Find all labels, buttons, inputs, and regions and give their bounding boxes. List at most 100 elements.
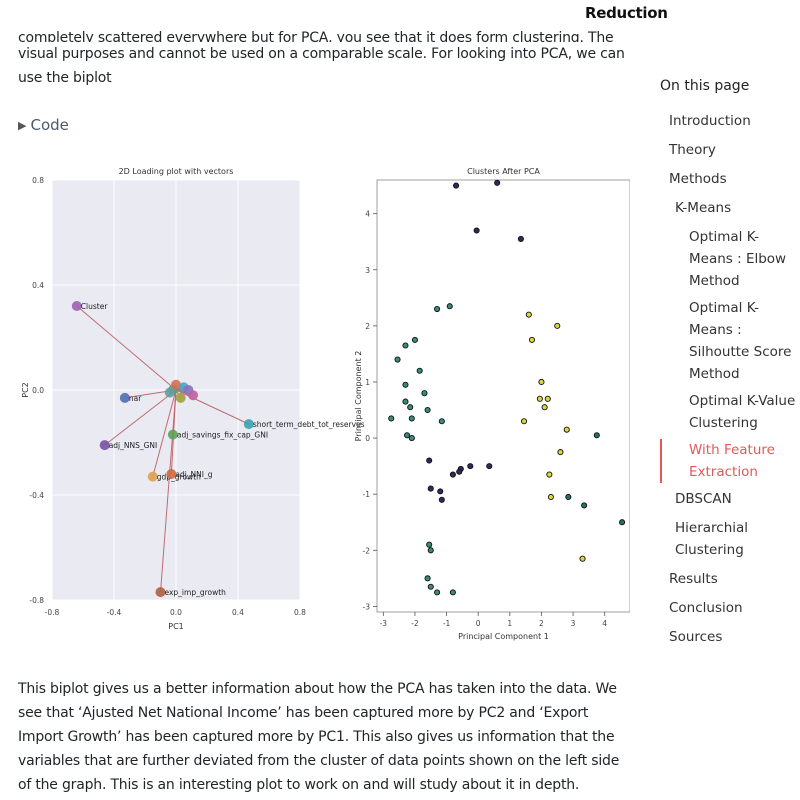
- code-toggle[interactable]: ▶ Code: [18, 116, 69, 134]
- x-tick-label: 0: [476, 619, 481, 628]
- triangle-right-icon: ▶: [18, 119, 27, 132]
- analysis-paragraph: This biplot gives us a better informatio…: [18, 681, 620, 793]
- x-tick-label: 0.4: [232, 608, 244, 617]
- cluster-point: [546, 471, 553, 478]
- cluster-point: [394, 356, 401, 363]
- cluster-point: [426, 457, 433, 464]
- loading-label: nar: [129, 394, 142, 403]
- toc-item-optimal-k-means-silhoutte-score-method[interactable]: Optimal K-Means : Silhoutte Score Method: [689, 300, 792, 382]
- loading-point: [166, 469, 177, 479]
- cluster-plot-area: [376, 179, 631, 613]
- cluster-point: [619, 519, 626, 526]
- toc-item-with-feature-extraction[interactable]: With Feature Extraction: [660, 439, 800, 483]
- cluster-point: [437, 488, 444, 495]
- cluster-point: [563, 426, 570, 433]
- loading-label: exp_imp_growth: [165, 588, 227, 597]
- toc-item-introduction[interactable]: Introduction: [669, 113, 751, 129]
- cluster-point: [424, 406, 431, 414]
- cluster-point: [434, 589, 441, 596]
- figure-plots: -0.8 -0.8 -0.4 -0.4 0.0 0.0 0.4 0.4 0.8 0.8 2D Loa…: [20, 160, 631, 654]
- loading-label: Cluster: [81, 302, 109, 311]
- cluster-point: [438, 418, 445, 425]
- toc-item-sources[interactable]: Sources: [669, 629, 723, 645]
- cluster-point: [528, 336, 536, 343]
- toc-item-conclusion[interactable]: Conclusion: [669, 600, 743, 616]
- cluster-point: [408, 415, 415, 422]
- cluster-point: [547, 493, 554, 501]
- x-tick-label: -0.4: [107, 608, 122, 617]
- x-tick-label: 3: [571, 619, 576, 628]
- cluster-point: [581, 502, 588, 509]
- y-tick-label: -3: [363, 602, 371, 611]
- cluster-point: [544, 395, 551, 402]
- cluster-point: [434, 305, 441, 313]
- cluster-point: [408, 435, 415, 442]
- toc-item-theory[interactable]: Theory: [669, 142, 716, 158]
- y-tick-label: 2: [365, 322, 370, 331]
- cluster-point: [427, 547, 434, 554]
- cluster-point: [467, 463, 474, 470]
- toc-item-hierarchial-clustering[interactable]: Hierarchial Clustering: [675, 520, 749, 558]
- loading-point: [171, 379, 181, 390]
- cluster-point: [494, 179, 501, 186]
- loading-plot-ylabel: PC2: [21, 382, 30, 398]
- cluster-point: [426, 541, 433, 548]
- loading-point: [155, 587, 166, 598]
- cluster-point: [538, 378, 545, 386]
- cluster-point: [407, 404, 414, 411]
- loading-label: adj_NNS_GNI: [109, 441, 158, 450]
- cluster-point: [424, 575, 431, 582]
- cluster-point: [411, 336, 419, 343]
- cluster-point: [517, 235, 524, 242]
- table-of-contents: On this page Introduction Theory Methods K-…: [660, 78, 800, 655]
- loading-point: [188, 390, 199, 401]
- loading-vector: [76, 305, 177, 391]
- cluster-point: [446, 303, 453, 310]
- loading-label: adj_NNI_g: [175, 470, 212, 479]
- toc-item-optimal-k-means-elbow-method[interactable]: Optimal K-Means : Elbow Method: [689, 229, 787, 289]
- y-tick-label: 0: [365, 434, 370, 443]
- toc-item-methods[interactable]: Methods: [669, 171, 727, 187]
- x-tick-label: -2: [411, 619, 419, 628]
- page-title: Reduction: [585, 4, 668, 22]
- loading-vector: [152, 389, 177, 477]
- intro-line-cut: completely scattered everywhere but for …: [18, 30, 614, 42]
- loading-vector: [104, 389, 177, 446]
- cluster-plot-xlabel: Principal Component 1: [458, 632, 549, 641]
- cluster-point: [403, 432, 411, 439]
- loading-label: short_term_debt_tot_reserves: [253, 420, 365, 429]
- toc-item-k-means[interactable]: K-Means: [675, 200, 732, 216]
- loading-label: gdp_growth: [157, 473, 201, 482]
- loading-point: [175, 392, 186, 403]
- cluster-point: [525, 311, 532, 318]
- loading-label: adj_savings_fix_cap_GNI: [177, 431, 268, 440]
- cluster-point: [421, 390, 428, 397]
- code-toggle-label: Code: [30, 116, 69, 134]
- cluster-point: [579, 555, 586, 562]
- y-tick-label: 0.8: [32, 176, 44, 185]
- cluster-point: [453, 182, 460, 189]
- loading-vector: [160, 389, 177, 593]
- toc-item-results[interactable]: Results: [669, 571, 718, 587]
- x-tick-label: 0.0: [170, 608, 182, 617]
- toc-title: On this page: [660, 78, 750, 94]
- toc-item-dbscan[interactable]: DBSCAN: [675, 491, 732, 507]
- cluster-point: [427, 485, 434, 492]
- cluster-point: [388, 415, 395, 422]
- cluster-point: [416, 367, 423, 374]
- loading-point: [71, 301, 82, 311]
- cluster-point: [449, 589, 456, 596]
- loading-point: [99, 440, 110, 451]
- loading-point: [164, 387, 175, 398]
- y-tick-label: -1: [363, 490, 371, 499]
- cluster-point: [402, 381, 409, 388]
- cluster-plot-ylabel: Principal Component 2: [354, 351, 363, 442]
- cluster-point: [402, 342, 409, 349]
- cluster-plot-title: Clusters After PCA: [467, 167, 540, 176]
- x-tick-label: 2: [539, 619, 544, 628]
- x-tick-label: 0.8: [294, 608, 306, 617]
- toc-item-optimal-k-value-clustering[interactable]: Optimal K-Value Clustering: [689, 393, 796, 431]
- y-tick-label: 4: [365, 210, 370, 219]
- y-tick-label: -0.4: [29, 491, 44, 500]
- cluster-point: [449, 471, 456, 478]
